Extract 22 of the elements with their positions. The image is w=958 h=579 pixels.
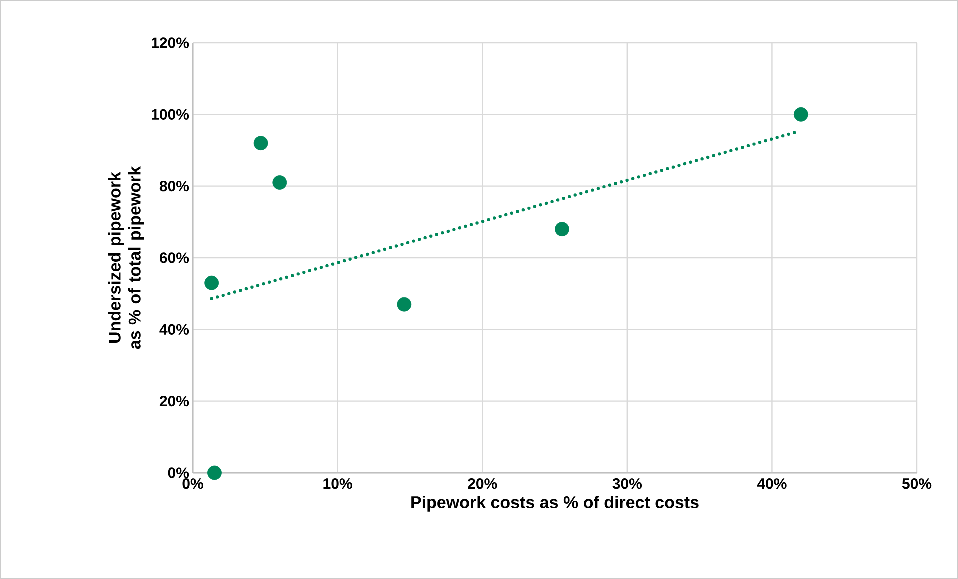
x-axis-title: Pipework costs as % of direct costs xyxy=(412,496,699,512)
x-tick-label: 0% xyxy=(182,478,204,490)
x-tick-label: 40% xyxy=(757,478,787,490)
y-axis-title: Undersized pipework as % of total pipework xyxy=(108,166,144,350)
x-tick-label: 30% xyxy=(612,478,642,490)
point xyxy=(794,107,808,122)
point xyxy=(208,466,222,480)
x-tick-label: 50% xyxy=(902,478,932,490)
x-tick-label: 20% xyxy=(468,478,498,490)
point xyxy=(555,222,570,237)
y-tick-label: 100% xyxy=(152,109,190,120)
x-tick-label: 10% xyxy=(324,478,352,490)
y-tick-label: 40% xyxy=(160,324,190,335)
y-tick-label: 80% xyxy=(160,181,190,192)
y-tick-label: 0% xyxy=(168,468,190,478)
point xyxy=(204,276,220,290)
y-tick-label: 120% xyxy=(152,38,190,48)
y-tick-label: 60% xyxy=(160,252,190,264)
y-tick-label: 20% xyxy=(160,396,190,407)
point xyxy=(272,176,288,190)
point xyxy=(397,297,412,312)
point xyxy=(254,136,268,151)
